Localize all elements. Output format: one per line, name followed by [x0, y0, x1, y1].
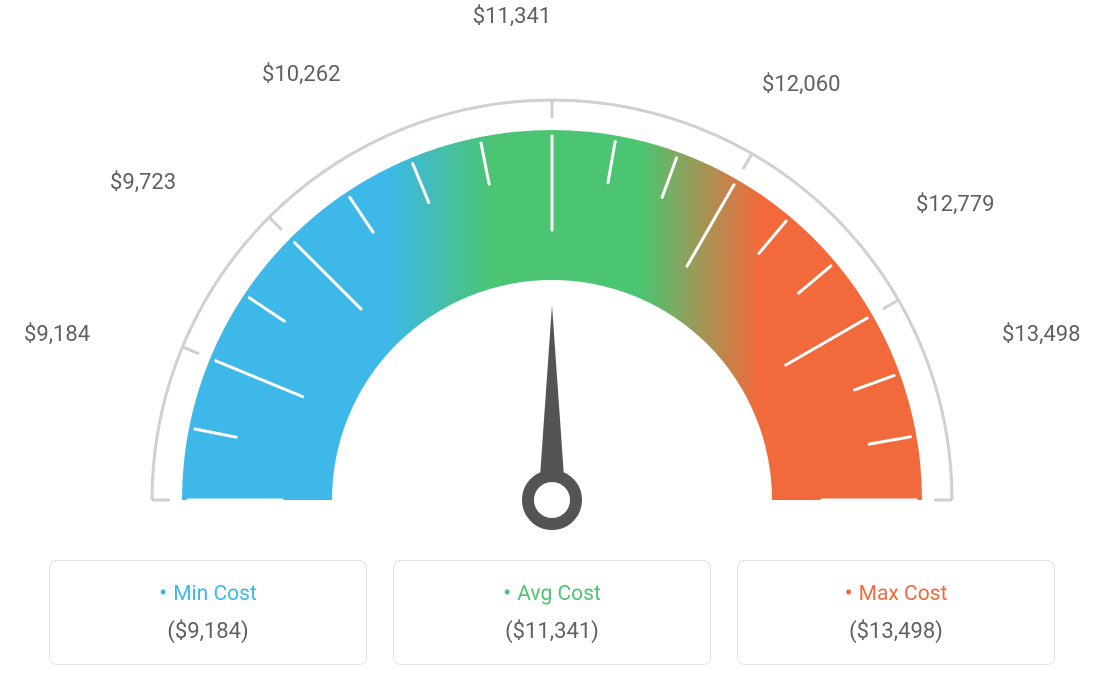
gauge-svg	[112, 30, 992, 550]
gauge-outline-tick	[269, 217, 282, 230]
legend-value-min: ($9,184)	[60, 619, 356, 644]
gauge-tick-label: $13,498	[1002, 322, 1081, 347]
legend-value-avg: ($11,341)	[404, 619, 700, 644]
legend-card-max: Max Cost ($13,498)	[737, 560, 1055, 665]
gauge-tick-label: $10,262	[262, 62, 341, 87]
legend-card-avg: Avg Cost ($11,341)	[393, 560, 711, 665]
gauge-outline-tick	[182, 347, 199, 354]
legend-row: Min Cost ($9,184) Avg Cost ($11,341) Max Cos…	[0, 560, 1104, 665]
gauge-tick-label: $9,723	[110, 170, 176, 195]
legend-card-min: Min Cost ($9,184)	[49, 560, 367, 665]
gauge-tick-label: $11,341	[473, 4, 552, 29]
legend-value-max: ($13,498)	[748, 619, 1044, 644]
legend-title-min: Min Cost	[60, 579, 356, 607]
legend-title-avg: Avg Cost	[404, 579, 700, 607]
gauge-tick-label: $9,184	[24, 322, 90, 347]
gauge-hub	[528, 476, 576, 524]
gauge-outline-tick	[743, 154, 752, 170]
gauge-tick-label: $12,060	[762, 72, 841, 97]
gauge-outline-tick	[883, 300, 899, 309]
cost-gauge: $9,184 $9,723 $10,262 $11,341 $12,060 $12,779…	[0, 0, 1104, 560]
gauge-tick-label: $12,779	[916, 192, 995, 217]
legend-title-max: Max Cost	[748, 579, 1044, 607]
